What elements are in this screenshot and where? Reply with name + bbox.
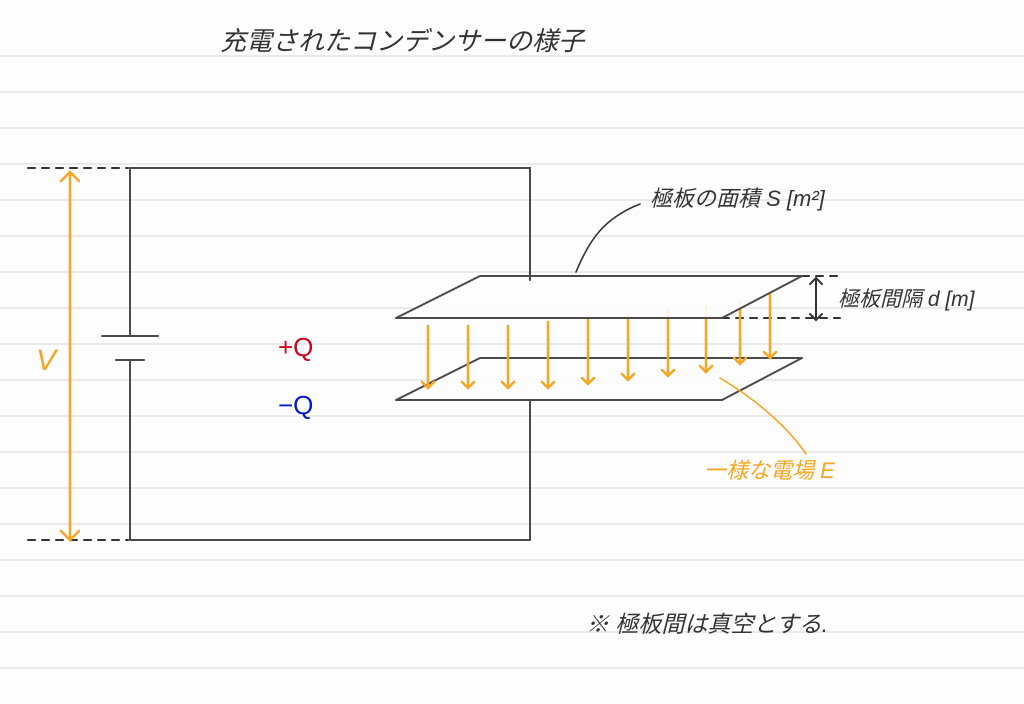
label-voltage-v: V [36,344,59,377]
label-charge-plus-q: +Q [278,332,313,362]
label-electric-field: 一様な電場 E [704,458,835,483]
label-plate-gap: 極板間隔 d [m] [838,288,976,311]
label-charge-minus-q: −Q [278,390,313,420]
paper-background [0,0,1024,704]
label-plate-area: 極板の面積 S [m²] [650,186,826,211]
title-text: 充電されたコンデンサーの様子 [220,26,586,56]
note-vacuum: ※ 極板間は真空とする. [586,611,828,637]
